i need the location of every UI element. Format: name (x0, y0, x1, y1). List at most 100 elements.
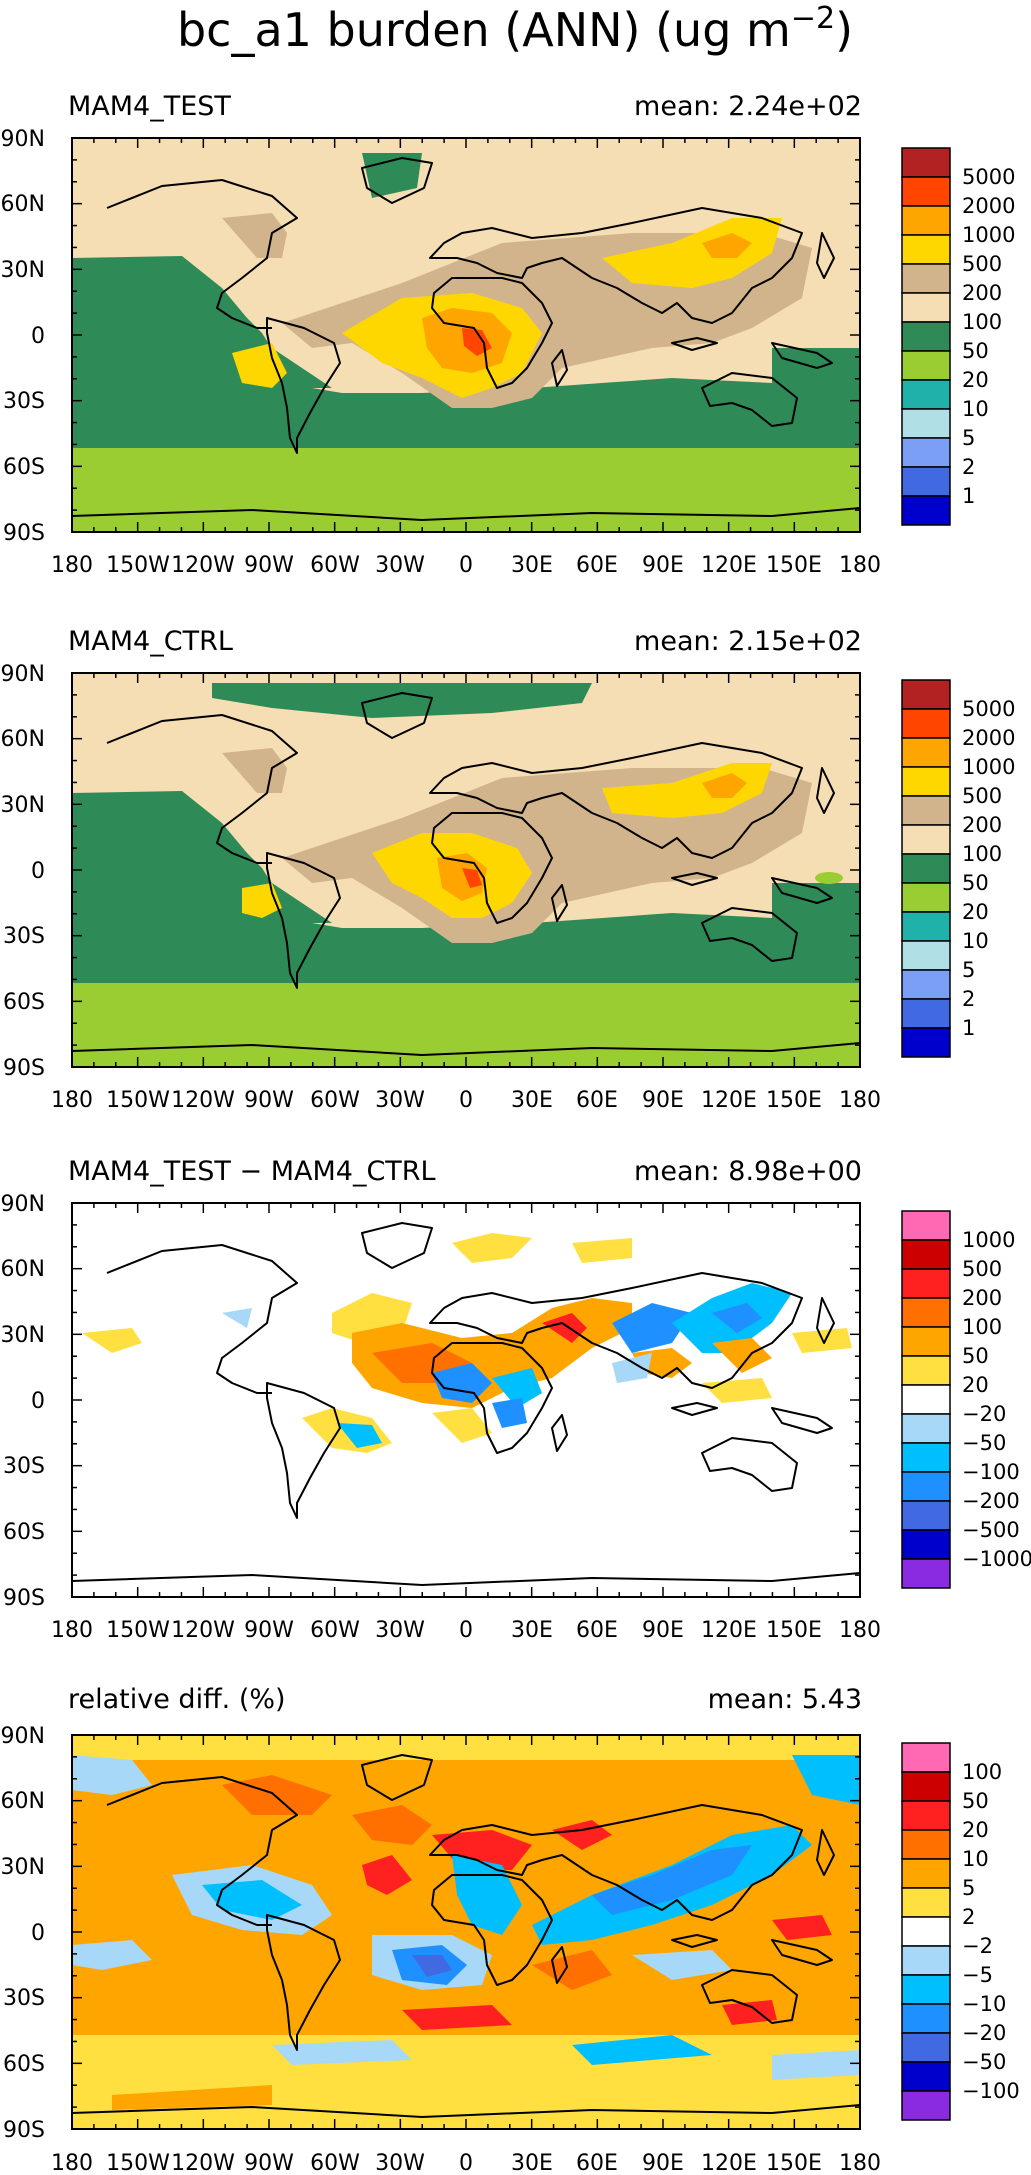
map-field (71, 672, 861, 1068)
lat-tick: 90N (1, 127, 45, 152)
colorbar-swatch (901, 853, 951, 884)
colorbar-label: 5000 (962, 165, 1015, 189)
lon-tick: 60E (576, 1618, 618, 1643)
lat-tick-labels: 90N 60N 30N 0 30S 60S 90S (1, 1724, 45, 2143)
colorbar-swatch (901, 1742, 951, 1773)
lon-tick: 120E (701, 1088, 757, 1113)
colorbar-swatch (901, 234, 951, 265)
colorbar-swatch (901, 940, 951, 971)
title-exponent: −2 (791, 1, 835, 36)
lat-tick: 30N (1, 258, 45, 283)
lat-tick: 90N (1, 1724, 45, 1749)
colorbar-label: 20 (962, 1373, 989, 1397)
lon-tick: 150E (766, 2151, 822, 2175)
lon-tick: 30W (375, 2151, 425, 2175)
lon-tick: 30W (375, 553, 425, 578)
colorbar-label: 10 (962, 929, 989, 953)
lon-tick: 120E (701, 1618, 757, 1643)
lon-tick: 90W (244, 2151, 294, 2175)
lat-tick: 30N (1, 1855, 45, 1880)
lat-tick: 60S (3, 990, 45, 1015)
colorbar-label: 1000 (962, 223, 1015, 247)
panel-mam4-ctrl: MAM4_CTRL mean: 2.15e+02 (1, 626, 1016, 1113)
lon-tick: 180 (51, 1088, 93, 1113)
colorbar-label: 200 (962, 813, 1002, 837)
colorbar-swatch (901, 350, 951, 381)
lat-tick: 30S (3, 924, 45, 949)
lat-tick: 60N (1, 1257, 45, 1282)
colorbar-label: 100 (962, 1315, 1002, 1339)
lat-tick: 30S (3, 1454, 45, 1479)
lon-tick: 30W (375, 1618, 425, 1643)
colorbar-label: 2000 (962, 194, 1015, 218)
colorbar-swatch (901, 495, 951, 526)
colorbar-swatch (901, 2032, 951, 2063)
lon-tick: 60W (310, 1088, 360, 1113)
panel-title: relative diff. (%) (68, 1684, 286, 1715)
colorbar-swatch (901, 1887, 951, 1918)
axis-ticks (71, 672, 861, 1068)
colorbar-swatch (901, 1239, 951, 1270)
colorbar-label: −10 (962, 1992, 1006, 2016)
lat-tick: 90S (3, 1056, 45, 1081)
colorbar-label: 50 (962, 1789, 989, 1813)
colorbar-swatch (901, 737, 951, 768)
lon-tick: 150W (106, 553, 170, 578)
lon-tick-labels: 180 150W 120W 90W 60W 30W 0 30E 60E 90E … (51, 1618, 881, 1643)
lat-tick: 0 (31, 324, 45, 349)
colorbar-label: 2000 (962, 726, 1015, 750)
colorbar-label: −500 (962, 1518, 1020, 1542)
colorbar-label: −100 (962, 2079, 1020, 2103)
lon-tick: 60E (576, 2151, 618, 2175)
colorbar-label: 1 (962, 1016, 975, 1040)
colorbar: 5000 2000 1000 500 200 100 50 20 10 5 2 1 (901, 679, 1015, 1058)
colorbar-swatch (901, 205, 951, 236)
colorbar-swatch (901, 1442, 951, 1473)
colorbar-swatch (901, 969, 951, 1000)
colorbar-swatch (901, 1829, 951, 1860)
lon-tick: 180 (51, 1618, 93, 1643)
panel-title: MAM4_TEST (68, 91, 231, 122)
lon-tick: 150E (766, 1618, 822, 1643)
colorbar-swatch (901, 147, 951, 178)
colorbar-swatch (901, 1800, 951, 1831)
colorbar-swatch (901, 263, 951, 294)
title-tail: ) (835, 3, 853, 57)
colorbar-label: 100 (962, 1760, 1002, 1784)
colorbar-swatch (901, 795, 951, 826)
lon-tick: 30E (511, 1088, 553, 1113)
lon-tick-labels: 180 150W 120W 90W 60W 30W 0 30E 60E 90E … (51, 2151, 881, 2175)
map-field (71, 1734, 861, 2130)
lon-tick: 150W (106, 1088, 170, 1113)
panel-relative-difference: relative diff. (%) mean: 5.43 (1, 1684, 1020, 2175)
lon-tick: 180 (839, 1618, 881, 1643)
colorbar-swatch (901, 708, 951, 739)
colorbar-label: −20 (962, 2021, 1006, 2045)
lon-tick: 0 (459, 1618, 473, 1643)
colorbar-swatch (901, 1771, 951, 1802)
lat-tick-labels: 90N 60N 30N 0 30S 60S 90S (1, 1192, 45, 1611)
lon-tick: 90E (642, 553, 684, 578)
colorbar-label: 5 (962, 426, 975, 450)
colorbar-swatch (901, 1355, 951, 1386)
colorbar-swatch (901, 1945, 951, 1976)
lon-tick: 180 (839, 1088, 881, 1113)
colorbar-swatch (901, 1268, 951, 1299)
colorbar-label: −100 (962, 1460, 1020, 1484)
lon-tick: 180 (839, 2151, 881, 2175)
colorbar-swatch (901, 766, 951, 797)
colorbar-label: 2 (962, 987, 975, 1011)
lon-tick: 90W (244, 1618, 294, 1643)
lat-tick: 60N (1, 1789, 45, 1814)
colorbar-label: 1 (962, 484, 975, 508)
colorbar-label: −5 (962, 1963, 993, 1987)
lon-tick: 0 (459, 2151, 473, 2175)
colorbar-swatch (901, 911, 951, 942)
lon-tick: 60W (310, 2151, 360, 2175)
lon-tick: 0 (459, 1088, 473, 1113)
panel-title: MAM4_TEST − MAM4_CTRL (68, 1156, 436, 1187)
colorbar-swatch (901, 2090, 951, 2121)
lat-tick: 60N (1, 192, 45, 217)
colorbar-swatch (901, 466, 951, 497)
